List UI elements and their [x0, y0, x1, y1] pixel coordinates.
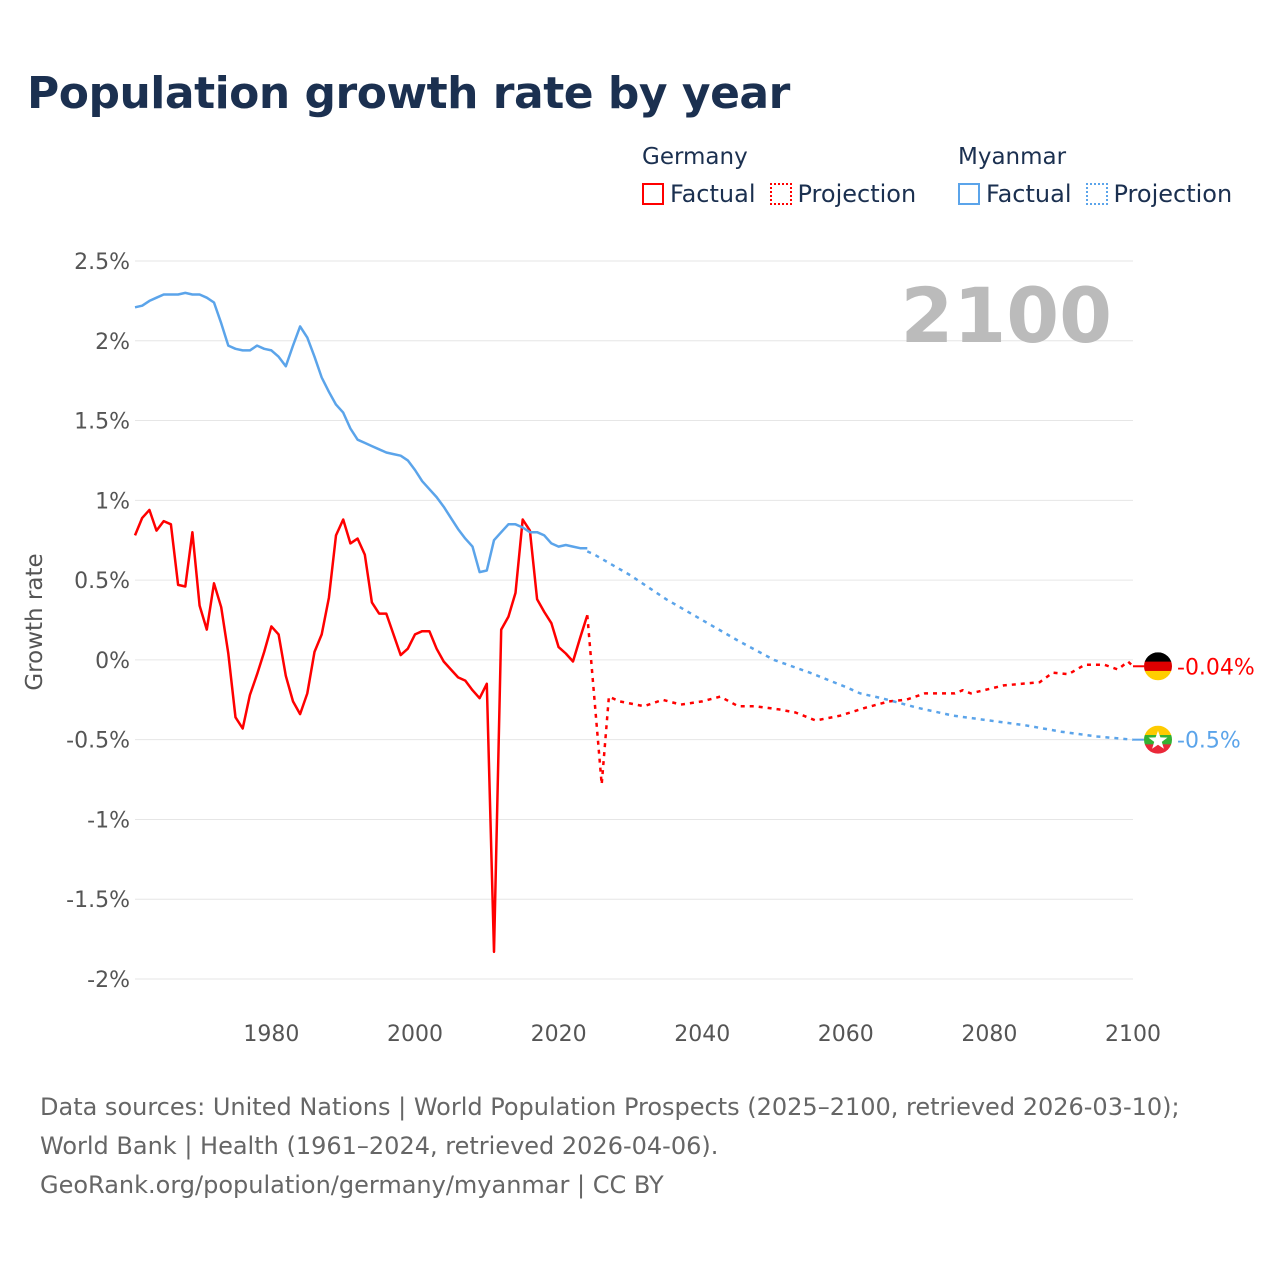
y-tick-label: -0.5%: [66, 729, 130, 754]
y-tick-label: 2.5%: [74, 250, 130, 275]
y-axis-label: Growth rate: [22, 553, 48, 690]
legend-label: Projection: [797, 180, 917, 208]
y-tick-label: 0.5%: [74, 569, 130, 594]
flag-stripe: [1144, 670, 1172, 681]
legend-germany: Germany Factual Projection: [642, 144, 916, 208]
legend-group-title: Myanmar: [958, 144, 1067, 170]
series-line-germany-factual: [133, 508, 589, 954]
year-display: 2100: [900, 271, 1112, 360]
x-tick-label: 2020: [531, 1022, 587, 1047]
legend-label: Projection: [1113, 180, 1233, 208]
flag-stripe: [1144, 744, 1172, 754]
page-title: Population growth rate by year: [27, 68, 790, 119]
legend-label: Factual: [670, 180, 756, 208]
legend-germany-projection[interactable]: Projection: [769, 180, 917, 208]
end-value-label: -0.5%: [1177, 729, 1241, 754]
flag-stripe: [1144, 652, 1172, 663]
y-tick-label: 1%: [95, 489, 130, 514]
series-line-germany-projection: [586, 615, 1134, 786]
flag-stripe: [1144, 725, 1172, 736]
data-sources: Data sources: United Nations | World Pop…: [40, 1093, 1180, 1160]
legend-group-title: Germany: [642, 144, 748, 170]
legend-germany-factual[interactable]: Factual: [642, 180, 756, 208]
legend-swatch: [642, 183, 664, 205]
x-tick-label: 2040: [674, 1022, 730, 1047]
y-tick-label: -2%: [87, 968, 130, 993]
y-tick-label: 0%: [95, 649, 130, 674]
x-tick-label: 2080: [961, 1022, 1017, 1047]
series-line-myanmar-factual: [134, 291, 588, 574]
y-tick-label: 2%: [95, 330, 130, 355]
end-value-label: -0.04%: [1177, 655, 1255, 680]
series-line-myanmar-projection: [586, 550, 1134, 741]
x-tick-label: 1980: [243, 1022, 299, 1047]
footer: Data sources: United Nations | World Pop…: [40, 1088, 1240, 1205]
legend-myanmar: Myanmar Factual Projection: [958, 144, 1232, 208]
germany-flag-icon: [1144, 652, 1172, 681]
x-tick-label: 2060: [818, 1022, 874, 1047]
myanmar-flag-icon: [1144, 725, 1172, 754]
y-tick-label: -1.5%: [66, 888, 130, 913]
x-tick-label: 2100: [1105, 1022, 1161, 1047]
y-tick-label: 1.5%: [74, 410, 130, 435]
y-tick-label: -1%: [87, 808, 130, 833]
flag-stripe: [1144, 661, 1172, 672]
legend-myanmar-projection[interactable]: Projection: [1085, 180, 1233, 208]
x-tick-label: 2000: [387, 1022, 443, 1047]
star-icon: [1148, 730, 1168, 749]
legend-myanmar-factual[interactable]: Factual: [958, 180, 1072, 208]
legend-swatch: [1085, 183, 1108, 205]
legend-label: Factual: [986, 180, 1072, 208]
source-link[interactable]: GeoRank.org/population/germany/myanmar |…: [40, 1171, 664, 1199]
legend-swatch: [958, 183, 980, 205]
legend-swatch: [769, 183, 792, 205]
line-chart: 2.5% 2% 1.5% 1% 0.5% 0% -0.5% -1% -1.5% -2% 1980 20…: [22, 250, 1255, 1047]
